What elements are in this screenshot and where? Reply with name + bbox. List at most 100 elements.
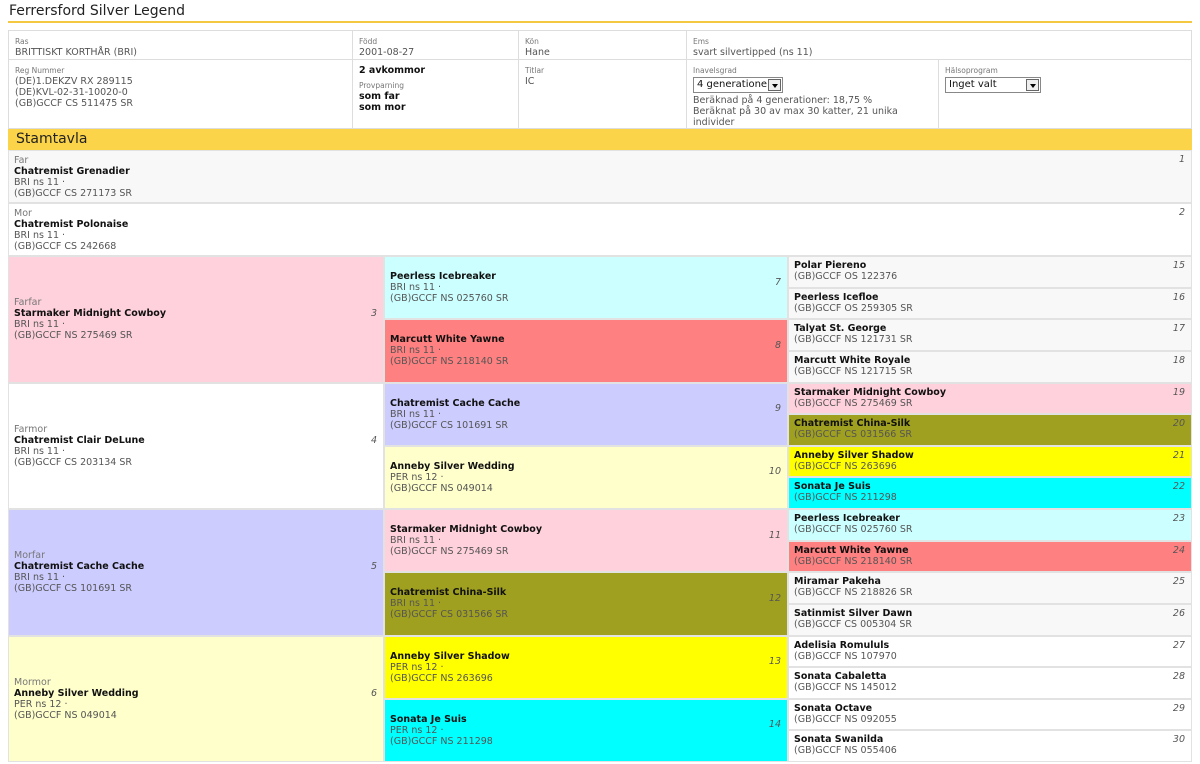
cat-detail: PER ns 12 ·	[390, 471, 444, 483]
position-number: 6	[370, 687, 377, 699]
position-number: 10	[768, 466, 781, 478]
cat-detail: (GB)GCCF CS 031566 SR	[794, 429, 913, 441]
cat-name: Anneby Silver Shadow	[794, 449, 914, 461]
cat-name: Marcutt White Yawne	[390, 334, 505, 346]
cat-name: Starmaker Midnight Cowboy	[14, 308, 167, 320]
cat-detail: (GB)GCCF CS 031566 SR	[390, 609, 509, 621]
info-cell: Ras BRITTISKT KORTHÅR (BRI)	[8, 30, 353, 60]
cat-detail: (GB)GCCF NS 145012	[794, 682, 897, 694]
value: Hane	[525, 47, 550, 58]
cat-detail: (GB)GCCF NS 218826 SR	[794, 587, 913, 599]
info-cell: Kön Hane	[518, 30, 687, 60]
position-number: 20	[1172, 418, 1185, 430]
line: Beräknat på 30 av max 30 katter, 21 unik…	[693, 106, 898, 128]
pedigree-cell: Satinmist Silver Dawn (GB)GCCF CS 005304 …	[788, 603, 1192, 636]
line: (GB)GCCF CS 511475 SR	[15, 98, 134, 109]
cat-name: Chatremist Polonaise	[14, 219, 129, 230]
section-title: Stamtavla	[8, 129, 1192, 150]
pedigree-cell: Polar Piereno (GB)GCCF OS 122376 15	[788, 256, 1192, 288]
position-number: 1	[1178, 154, 1185, 165]
cat-name: Anneby Silver Wedding	[14, 687, 139, 699]
cat-detail: BRI ns 11 ·	[14, 177, 66, 188]
cat-detail: (GB)GCCF NS 025760 SR	[794, 524, 913, 535]
cat-name: Marcutt White Royale	[794, 354, 911, 366]
cat-name: Sonata Cabaletta	[794, 671, 887, 683]
position-number: 22	[1172, 481, 1185, 493]
cat-name: Chatremist Grenadier	[14, 166, 130, 177]
position-number: 16	[1172, 291, 1185, 303]
cat-name: Anneby Silver Shadow	[390, 650, 510, 662]
role: Farfar	[14, 297, 42, 309]
value: svart silvertipped (ns 11)	[693, 47, 813, 58]
pedigree-cell: Farfar Starmaker Midnight Cowboy BRI ns 11…	[8, 256, 384, 383]
cat-detail: (GB)GCCF NS 211298	[794, 492, 897, 504]
position-number: 28	[1172, 671, 1185, 683]
pedigree-cell: Sonata Cabaletta (GB)GCCF NS 145012 28	[788, 667, 1192, 699]
reg-lines: (DE)1.DEKZV RX 289115 (DE)KVL-02-31-10020…	[15, 76, 346, 109]
pedigree-cell: Marcutt White Yawne BRI ns 11 · (GB)GCCF N…	[384, 319, 788, 383]
label: Hälsoprogram	[945, 66, 998, 75]
select-value: Inget valt	[949, 79, 997, 90]
cat-detail: BRI ns 11 ·	[390, 408, 442, 420]
inbreeding-select[interactable]: 4 generationer	[693, 77, 783, 93]
pedigree-cell: Anneby Silver Shadow PER ns 12 · (GB)GCCF …	[384, 635, 788, 699]
cat-detail: (GB)GCCF OS 259305 SR	[794, 302, 913, 314]
health-select[interactable]: Inget valt	[945, 77, 1041, 93]
info-cell: Ems svart silvertipped (ns 11)	[686, 30, 1192, 60]
pedigree-cell: Anneby Silver Wedding PER ns 12 · (GB)GCCF…	[384, 445, 788, 509]
position-number: 12	[768, 592, 781, 604]
position-number: 15	[1172, 260, 1185, 271]
pedigree-cell: Peerless Icebreaker BRI ns 11 · (GB)GCCF N…	[384, 256, 788, 320]
position-number: 9	[774, 403, 781, 415]
cat-name: Starmaker Midnight Cowboy	[794, 386, 947, 398]
info-cell: 2 avkommor Provparning som far som mor	[352, 59, 519, 129]
line: som far	[359, 91, 400, 102]
info-cell: Reg Nummer (DE)1.DEKZV RX 289115 (DE)KVL-…	[8, 59, 353, 129]
cat-detail: BRI ns 11 ·	[14, 572, 66, 584]
pedigree-cell: Peerless Icefloe (GB)GCCF OS 259305 SR 16	[788, 287, 1192, 320]
cat-detail: (GB)GCCF CS 271173 SR	[14, 188, 133, 199]
pedigree-cell: Starmaker Midnight Cowboy (GB)GCCF NS 275…	[788, 382, 1192, 415]
cat-name: Sonata Je Suis	[794, 481, 871, 493]
position-number: 30	[1172, 734, 1185, 746]
cat-detail: BRI ns 11 ·	[390, 282, 442, 294]
pedigree-cell: Starmaker Midnight Cowboy BRI ns 11 · (GB)…	[384, 509, 788, 573]
pedigree-cell: Mor Chatremist Polonaise BRI ns 11 · (GB)GC…	[8, 203, 1192, 256]
pedigree-cell: Talyat St. George (GB)GCCF NS 121731 SR 17	[788, 319, 1192, 351]
value: BRITTISKT KORTHÅR (BRI)	[15, 47, 138, 58]
label: Kön	[525, 37, 539, 46]
cat-detail: (GB)GCCF NS 218140 SR	[794, 555, 913, 567]
position-number: 8	[774, 339, 781, 351]
cat-detail: (GB)GCCF NS 218140 SR	[390, 356, 509, 368]
pedigree-cell: Adelisia Romululs (GB)GCCF NS 107970 27	[788, 635, 1192, 668]
position-number: 5	[370, 561, 377, 573]
cat-name: Sonata Je Suis	[390, 713, 467, 725]
cat-name: Peerless Icefloe	[794, 291, 879, 303]
cat-name: Satinmist Silver Dawn	[794, 607, 913, 619]
cat-name: Chatremist China-Silk	[390, 587, 507, 599]
pedigree-cell: Marcutt White Yawne (GB)GCCF NS 218140 SR…	[788, 540, 1192, 573]
cat-detail: (GB)GCCF CS 101691 SR	[390, 419, 509, 431]
cat-detail: BRI ns 11 ·	[14, 230, 66, 241]
pedigree-cell: Anneby Silver Shadow (GB)GCCF NS 263696 21	[788, 445, 1192, 478]
cat-detail: PER ns 12 ·	[390, 661, 444, 673]
label: Provparning	[359, 81, 404, 90]
pedigree-cell: Sonata Je Suis PER ns 12 · (GB)GCCF NS 211…	[384, 698, 788, 762]
position-number: 27	[1172, 639, 1185, 651]
cat-detail: (GB)GCCF NS 275469 SR	[14, 330, 133, 342]
cat-detail: (GB)GCCF CS 242668	[14, 241, 117, 252]
position-number: 26	[1172, 607, 1185, 619]
cat-name: Chatremist China-Silk	[794, 418, 911, 430]
pedigree-cell: Peerless Icebreaker (GB)GCCF NS 025760 SR…	[788, 509, 1192, 541]
value: 2001-08-27	[359, 47, 415, 58]
cat-detail: BRI ns 11 ·	[14, 445, 66, 457]
test-mating-lines: som far som mor	[359, 91, 512, 113]
pedigree-cell: Sonata Swanilda (GB)GCCF NS 055406 30	[788, 730, 1192, 762]
info-cell: Född 2001-08-27	[352, 30, 519, 60]
role: Morfar	[14, 550, 45, 562]
cat-name: Starmaker Midnight Cowboy	[390, 524, 543, 536]
pedigree-cell: Chatremist China-Silk (GB)GCCF CS 031566 …	[788, 414, 1192, 446]
label: Född	[359, 37, 378, 46]
title-rule	[8, 21, 1192, 23]
